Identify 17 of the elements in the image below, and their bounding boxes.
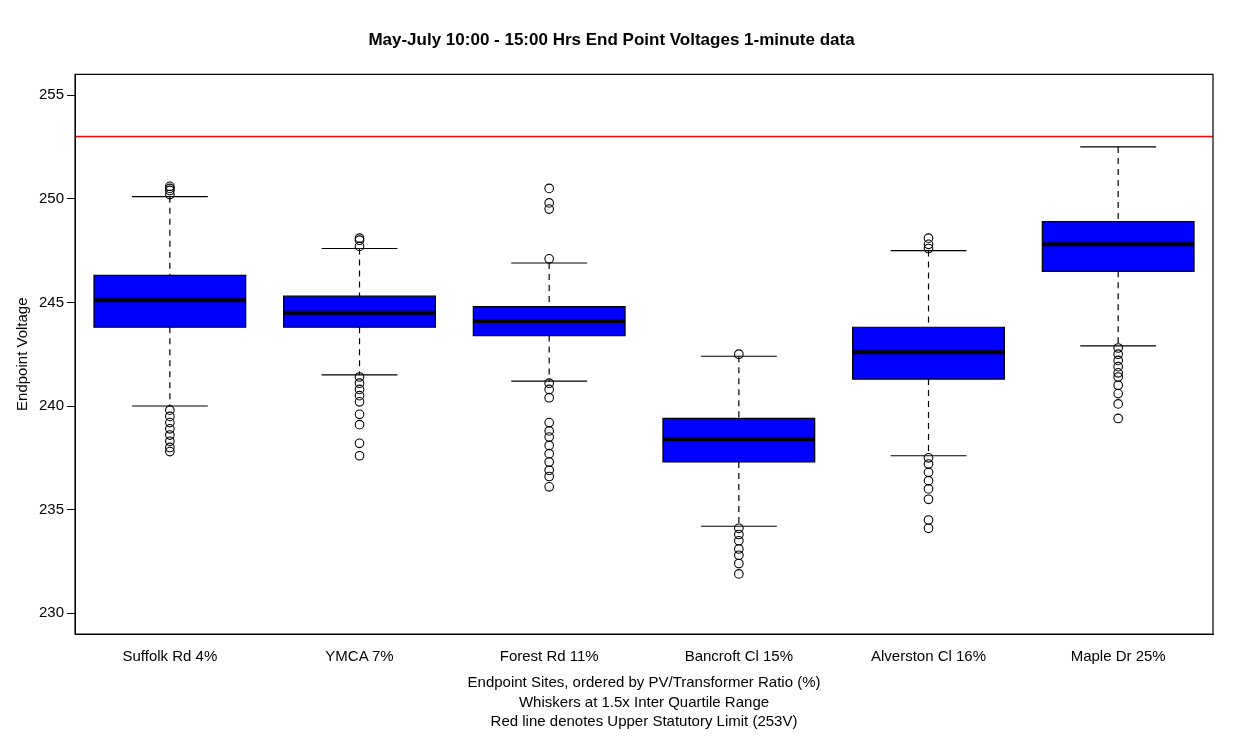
- y-axis-title: Endpoint Voltage: [13, 297, 31, 411]
- y-tick-label: 250: [39, 188, 65, 206]
- y-tick-label: 230: [39, 603, 65, 621]
- y-tick-label: 240: [39, 396, 65, 414]
- x-tick-label: Suffolk Rd 4%: [122, 647, 218, 665]
- x-tick-label: YMCA 7%: [325, 647, 394, 665]
- x-tick-label: Bancroft Cl 15%: [684, 647, 794, 665]
- y-tick-label: 245: [39, 292, 65, 310]
- x-tick-label: Forest Rd 11%: [499, 647, 599, 665]
- y-tick-label: 235: [39, 499, 65, 517]
- text: Whiskers at 1.5x Inter Quartile Range: [518, 692, 770, 710]
- x-tick-label: Maple Dr 25%: [1070, 647, 1166, 665]
- text: Red line denotes Upper Statutory Limit (253V): [490, 711, 798, 729]
- chart-title: May-July 10:00 - 15:00 Hrs End Point Voltages 1-minute data: [368, 29, 856, 49]
- y-tick-label: 255: [39, 85, 65, 103]
- x-axis-title: Endpoint Sites, ordered by PV/Transformer Ratio (%): [467, 673, 821, 691]
- x-tick-label: Alverston Cl 16%: [870, 647, 987, 665]
